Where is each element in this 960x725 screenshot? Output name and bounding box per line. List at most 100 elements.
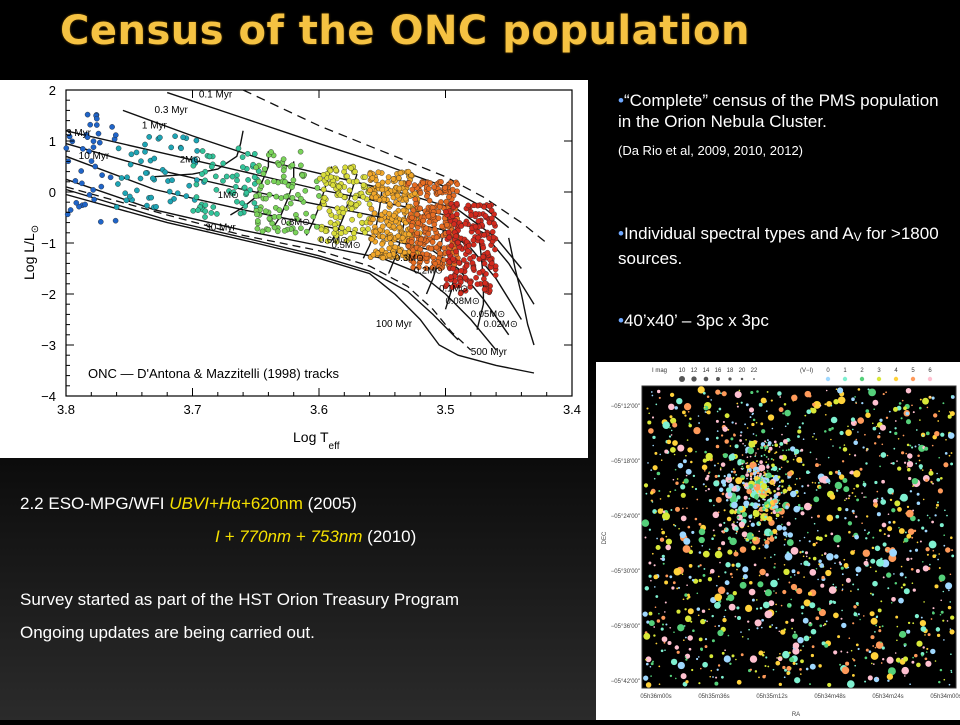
hr-mass-label: 0.02M⊙ — [483, 319, 517, 330]
hr-point-yellow — [342, 164, 349, 171]
hr-point-orange — [402, 195, 409, 202]
sky-star — [922, 561, 924, 563]
sky-star — [778, 499, 780, 501]
sky-star — [702, 573, 706, 577]
sky-star — [750, 390, 754, 395]
sky-star — [687, 635, 693, 641]
hr-data-points — [63, 111, 499, 297]
sky-star — [701, 464, 708, 471]
sky-star — [664, 601, 667, 604]
sky-star — [676, 478, 679, 480]
sky-star — [775, 451, 778, 454]
hr-point-dark-orange — [438, 179, 444, 185]
hr-point-teal — [220, 178, 226, 184]
hr-point-yellow — [332, 214, 339, 220]
hr-point-blue — [84, 134, 91, 141]
obs-bands-2010: I + 770nm + 753nm — [215, 527, 363, 546]
sky-star — [872, 399, 879, 406]
hr-point-cyan — [124, 174, 130, 181]
hr-point-orange — [379, 223, 386, 230]
sky-star — [782, 412, 785, 415]
sky-star — [701, 544, 704, 547]
hr-point-dark-orange — [433, 244, 440, 251]
hr-point-red — [476, 269, 483, 276]
sky-star — [819, 624, 823, 628]
sky-star — [828, 482, 830, 485]
sky-star — [691, 578, 695, 582]
sky-star — [675, 677, 677, 680]
hr-point-red — [488, 207, 495, 214]
sky-star — [770, 556, 772, 559]
sky-star — [897, 507, 902, 512]
hr-point-teal — [210, 204, 217, 210]
sky-star — [737, 461, 742, 466]
sky-star — [803, 635, 810, 642]
sky-star — [777, 475, 781, 479]
hr-point-orange — [390, 223, 397, 230]
sky-star — [824, 413, 827, 416]
sky-star — [746, 532, 754, 540]
hr-point-green — [302, 188, 309, 194]
sky-star — [774, 452, 776, 455]
hr-mass-label: 0.5M⊙ — [332, 240, 361, 251]
hr-point-cyan — [166, 188, 173, 195]
sky-star — [753, 483, 761, 491]
hr-point-green — [299, 172, 306, 179]
sky-star — [710, 458, 713, 460]
hr-point-dark-orange — [423, 225, 430, 232]
sky-star — [676, 397, 683, 405]
sky-star — [680, 515, 687, 522]
sky-star — [919, 398, 922, 401]
sky-star — [723, 484, 726, 486]
sky-star — [873, 442, 877, 445]
sky-star — [880, 641, 882, 644]
sky-star — [899, 630, 907, 638]
hr-point-blue — [84, 111, 91, 118]
sky-star — [774, 443, 778, 447]
sky-star — [864, 656, 868, 660]
obs-bands-2005: UBVI+Hα+620nm — [169, 494, 303, 513]
hr-isochrone-label: 3 Myr — [66, 128, 92, 139]
hr-point-red — [442, 208, 449, 215]
hr-point-red — [467, 280, 474, 286]
sky-star — [886, 673, 894, 680]
sky-star — [642, 611, 648, 617]
sky-star — [786, 521, 791, 526]
sky-star — [813, 432, 815, 435]
sky-star — [722, 617, 727, 623]
sky-star — [841, 609, 843, 612]
sky-star — [683, 478, 689, 484]
sky-map-dec-tick: −05°24'00" — [611, 514, 640, 520]
hr-isochrone-label: 30 Myr — [205, 222, 236, 233]
sky-star — [761, 490, 763, 492]
sky-star — [735, 477, 743, 485]
sky-star — [676, 587, 679, 590]
sky-star — [908, 459, 910, 462]
sky-star — [803, 536, 806, 539]
sky-star — [797, 495, 799, 497]
hr-point-teal — [255, 168, 262, 174]
sky-star — [905, 387, 912, 394]
sky-star — [808, 557, 811, 560]
sky-star — [767, 494, 769, 497]
sky-star — [655, 595, 659, 598]
sky-star — [736, 606, 740, 610]
sky-star — [659, 498, 662, 500]
sky-star — [832, 445, 834, 447]
sky-star — [914, 445, 917, 448]
hr-point-green — [303, 228, 310, 235]
sky-star — [790, 547, 799, 555]
sky-star — [691, 668, 694, 672]
sky-star — [725, 475, 733, 483]
sky-star — [669, 674, 673, 678]
sky-star — [684, 608, 687, 611]
sky-star — [802, 438, 805, 441]
sky-star — [775, 508, 780, 513]
sky-star — [658, 612, 660, 615]
hr-isochrone-label: 10 Myr — [79, 151, 110, 162]
hr-point-orange — [379, 233, 386, 240]
sky-star — [670, 447, 676, 453]
hr-point-dark-orange — [435, 215, 442, 221]
hr-mass-label: 2M⊙ — [180, 154, 201, 165]
hr-point-dark-orange — [435, 208, 442, 215]
